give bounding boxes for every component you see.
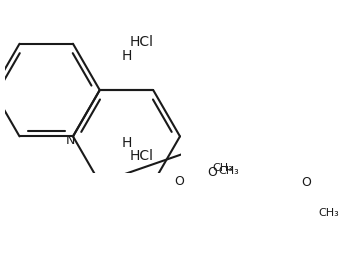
Text: HCl: HCl: [130, 149, 154, 163]
Text: CH₃: CH₃: [218, 166, 239, 176]
Text: HCl: HCl: [130, 35, 154, 49]
Text: N: N: [66, 134, 75, 147]
Text: CH₃: CH₃: [212, 163, 233, 173]
Text: CH₃: CH₃: [318, 208, 339, 218]
Text: O: O: [301, 176, 311, 189]
Text: H: H: [121, 136, 132, 150]
Text: O: O: [207, 166, 217, 179]
Text: H: H: [121, 49, 132, 63]
Text: O: O: [174, 175, 184, 188]
